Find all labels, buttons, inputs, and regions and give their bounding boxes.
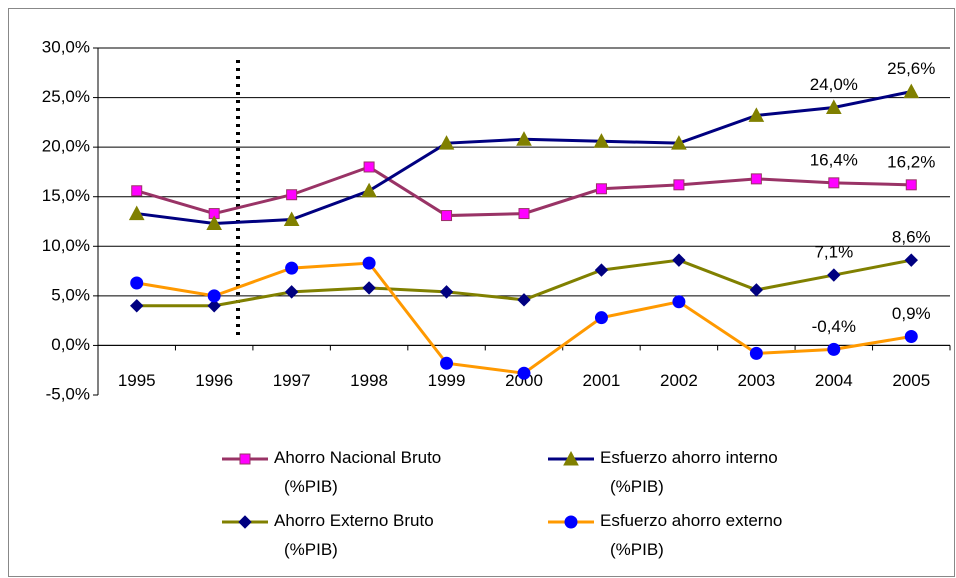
data-point bbox=[284, 285, 299, 299]
data-point bbox=[750, 173, 762, 185]
data-point bbox=[438, 135, 455, 150]
data-point bbox=[130, 299, 144, 313]
y-tick-label: 20,0% bbox=[42, 137, 90, 156]
data-label: 7,1% bbox=[814, 243, 853, 262]
data-point bbox=[362, 281, 376, 295]
data-point bbox=[594, 311, 608, 325]
data-point bbox=[748, 107, 765, 122]
x-tick-label: 1998 bbox=[350, 371, 388, 390]
x-tick-label: 2000 bbox=[505, 371, 543, 390]
data-point bbox=[825, 99, 842, 114]
y-tick-label: 0,0% bbox=[51, 335, 90, 354]
y-tick-label: 10,0% bbox=[42, 236, 90, 255]
x-tick-label: 1995 bbox=[118, 371, 156, 390]
data-point bbox=[131, 185, 143, 197]
y-tick-label: 15,0% bbox=[42, 186, 90, 205]
data-point bbox=[361, 182, 377, 198]
data-point bbox=[128, 205, 145, 221]
chart-frame bbox=[8, 8, 955, 577]
data-point bbox=[749, 283, 764, 297]
legend-label: Ahorro Externo Bruto (%PIB) bbox=[274, 511, 434, 559]
x-tick-label: 1996 bbox=[195, 371, 233, 390]
y-tick-label: 25,0% bbox=[42, 87, 90, 106]
series-line bbox=[136, 261, 912, 375]
legend-marker bbox=[563, 450, 579, 466]
x-tick-label: 2002 bbox=[660, 371, 698, 390]
legend-label: Esfuerzo ahorro externo (%PIB) bbox=[600, 511, 782, 559]
data-label: 0,9% bbox=[892, 304, 931, 323]
data-label: 8,6% bbox=[892, 228, 931, 247]
data-point bbox=[439, 285, 454, 299]
x-tick-label: 2001 bbox=[583, 371, 621, 390]
data-point bbox=[440, 356, 454, 370]
data-point bbox=[672, 253, 686, 267]
y-tick-label: -5,0% bbox=[46, 384, 90, 403]
data-point bbox=[904, 330, 918, 344]
x-tick-label: 2003 bbox=[737, 371, 775, 390]
legend-marker bbox=[564, 515, 578, 529]
data-label: 16,2% bbox=[887, 152, 935, 171]
data-label: -0,4% bbox=[812, 317, 856, 336]
data-point bbox=[593, 133, 610, 148]
data-point bbox=[516, 131, 532, 146]
data-point bbox=[517, 293, 531, 307]
data-point bbox=[828, 177, 840, 189]
data-point bbox=[671, 135, 687, 150]
data-point bbox=[672, 295, 686, 309]
data-point bbox=[905, 179, 917, 191]
legend-label: Ahorro Nacional Bruto (%PIB) bbox=[274, 448, 441, 496]
data-point bbox=[749, 346, 763, 360]
data-point bbox=[207, 289, 221, 303]
data-point bbox=[517, 366, 531, 380]
legend-marker bbox=[239, 453, 251, 465]
x-tick-label: 1999 bbox=[428, 371, 466, 390]
data-label: 25,6% bbox=[887, 59, 935, 78]
x-tick-label: 2005 bbox=[892, 371, 930, 390]
data-point bbox=[283, 211, 300, 227]
data-point bbox=[363, 161, 375, 173]
data-point bbox=[904, 253, 918, 267]
y-tick-label: 30,0% bbox=[42, 37, 90, 56]
data-point bbox=[903, 83, 920, 99]
data-point bbox=[130, 276, 144, 290]
x-tick-label: 2004 bbox=[815, 371, 853, 390]
data-point bbox=[827, 268, 841, 282]
x-tick-label: 1997 bbox=[273, 371, 311, 390]
legend-marker bbox=[238, 515, 252, 529]
y-tick-label: 5,0% bbox=[51, 285, 90, 304]
data-point bbox=[518, 208, 530, 220]
data-point bbox=[362, 256, 376, 270]
data-point bbox=[595, 183, 607, 195]
legend-label: Esfuerzo ahorro interno (%PIB) bbox=[600, 448, 778, 496]
data-label: 24,0% bbox=[810, 75, 858, 94]
data-point bbox=[594, 263, 609, 277]
data-point bbox=[206, 215, 223, 230]
data-point bbox=[207, 299, 221, 313]
data-point bbox=[286, 189, 298, 201]
data-point bbox=[827, 342, 841, 356]
data-label: 16,4% bbox=[810, 150, 858, 169]
data-point bbox=[673, 179, 685, 191]
data-point bbox=[285, 261, 299, 275]
data-point bbox=[441, 210, 453, 222]
